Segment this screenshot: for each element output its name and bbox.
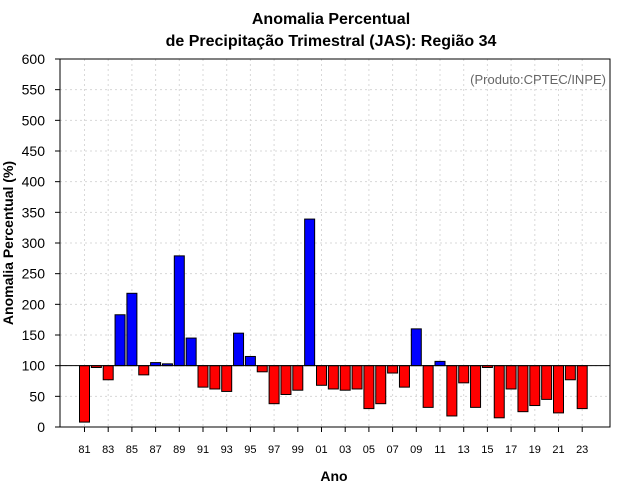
bar-16 [493, 365, 505, 419]
x-tick-label: 91 [197, 444, 209, 456]
bar-05 [363, 365, 375, 410]
y-tick-label: 550 [22, 82, 46, 98]
x-tick-label: 05 [363, 444, 375, 456]
bar-84 [114, 314, 126, 367]
bar-95 [244, 355, 256, 367]
bar-92 [209, 365, 221, 390]
bar-21 [553, 365, 564, 414]
x-axis-title: Ano [320, 468, 347, 484]
bar-18 [517, 365, 529, 413]
bar-17 [505, 365, 517, 390]
x-tick-label: 87 [149, 444, 161, 456]
bar-00 [304, 218, 316, 367]
bar-97 [268, 365, 280, 405]
x-tick-label: 11 [434, 444, 445, 456]
x-tick-label: 97 [268, 444, 280, 456]
x-tick-label: 83 [102, 444, 114, 456]
bar-08 [398, 365, 410, 388]
bar-20 [541, 365, 553, 400]
x-tick-label: 95 [244, 444, 256, 456]
bar-19 [529, 365, 541, 407]
bar-01 [316, 365, 327, 386]
bar-89 [173, 255, 185, 367]
x-tick-label: 85 [126, 444, 138, 456]
x-tick-label: 09 [410, 444, 422, 456]
y-tick-label: 350 [22, 204, 46, 220]
bar-13 [458, 365, 470, 384]
x-tick-label: 81 [78, 444, 90, 456]
x-tick-label: 01 [315, 444, 327, 456]
y-tick-label: 50 [29, 388, 45, 404]
chart-subtitle: de Precipitação Trimestral (JAS): Região… [166, 33, 497, 50]
x-tick-label: 17 [505, 444, 517, 456]
y-tick-label: 600 [22, 51, 46, 67]
x-tick-label: 89 [173, 444, 185, 456]
x-tick-label: 23 [576, 444, 588, 456]
x-tick-label: 99 [292, 444, 304, 456]
bar-81 [79, 365, 90, 423]
bar-98 [280, 365, 292, 395]
y-tick-label: 400 [22, 174, 46, 190]
x-tick-label: 15 [481, 444, 493, 456]
bar-91 [197, 365, 209, 388]
bar-22 [564, 365, 576, 381]
bar-03 [339, 365, 351, 391]
y-tick-label: 500 [22, 112, 46, 128]
y-axis-title: Anomalia Percentual (%) [0, 161, 16, 325]
y-tick-label: 0 [37, 419, 45, 435]
bar-23 [576, 365, 588, 410]
bar-09 [410, 328, 422, 367]
bar-07 [387, 365, 399, 374]
x-tick-label: 21 [552, 444, 564, 456]
y-tick-label: 100 [22, 358, 46, 374]
x-tick-label: 07 [386, 444, 398, 456]
bar-02 [327, 365, 339, 390]
bar-99 [292, 365, 304, 391]
x-tick-label: 19 [529, 444, 541, 456]
y-tick-label: 150 [22, 327, 46, 343]
bar-04 [351, 365, 363, 390]
chart-title: Anomalia Percentual [252, 11, 410, 28]
bars [79, 218, 588, 423]
bar-93 [221, 365, 233, 392]
bar-86 [138, 365, 150, 376]
bar-10 [422, 365, 434, 408]
y-tick-label: 450 [22, 143, 46, 159]
bar-90 [185, 337, 197, 367]
x-axis: 81 83 85 87 89 91 93 95 97 99 01 03 05 07 09 11 13 15 17 19… [78, 427, 588, 456]
x-tick-label: 93 [221, 444, 233, 456]
bar-96 [256, 365, 268, 373]
bar-14 [470, 365, 482, 408]
bar-94 [233, 332, 245, 367]
x-tick-label: 13 [458, 444, 470, 456]
bar-83 [102, 365, 114, 381]
bar-85 [126, 292, 138, 367]
y-axis: 0 50 100 150 200 250 300 350 400 450 500 550 600 [22, 51, 60, 435]
source-label: (Produto:CPTEC/INPE) [470, 72, 606, 87]
x-tick-label: 03 [339, 444, 351, 456]
bar-12 [446, 365, 458, 417]
y-tick-label: 300 [22, 235, 46, 251]
bar-06 [375, 365, 387, 405]
bar-11 [434, 360, 446, 367]
y-tick-label: 200 [22, 296, 46, 312]
y-tick-label: 250 [22, 266, 46, 282]
